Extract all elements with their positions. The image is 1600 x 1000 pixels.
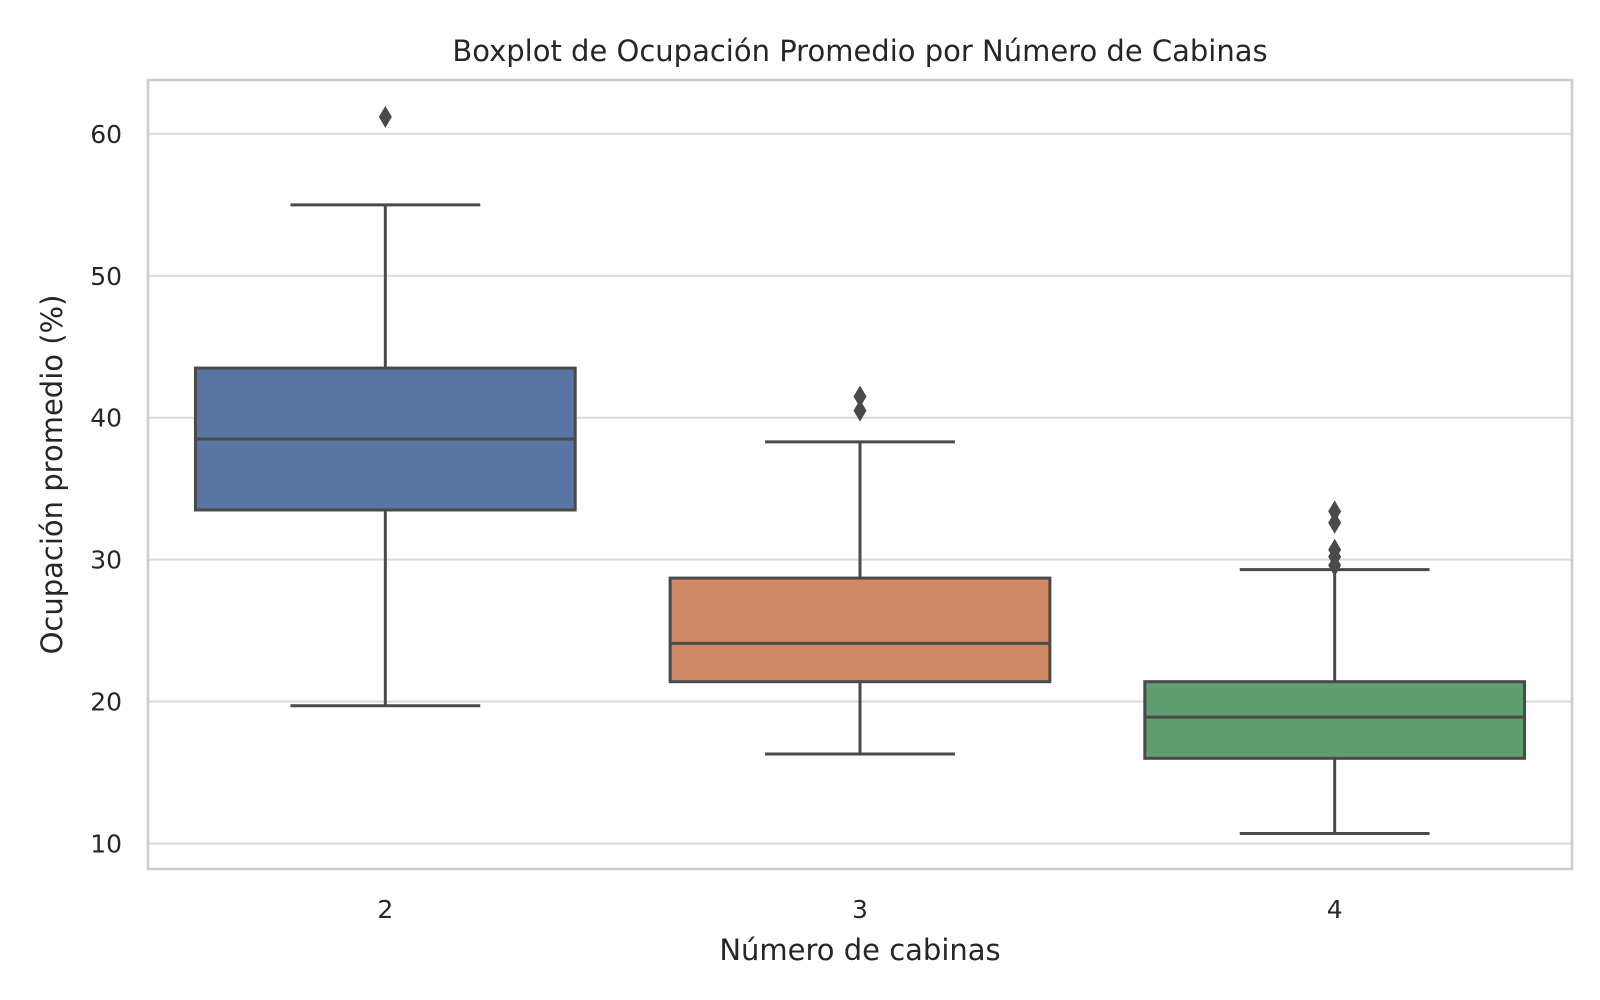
y-tick-label: 10 <box>90 829 122 858</box>
outlier-point <box>1328 538 1342 561</box>
y-tick-label: 50 <box>90 262 122 291</box>
box-group-3 <box>668 385 1052 756</box>
x-tick-label: 4 <box>1327 895 1343 924</box>
outlier-point <box>1328 511 1342 534</box>
box-layer <box>193 105 1527 836</box>
y-tick-labels: 10 20 30 40 50 60 <box>90 120 122 859</box>
outlier-point <box>853 385 867 408</box>
plot-frame <box>146 78 1574 871</box>
x-tick-labels: 2 3 4 <box>377 895 1342 924</box>
outlier-point <box>1328 500 1342 523</box>
box-group-4 <box>1143 500 1527 836</box>
y-tick-label: 30 <box>90 546 122 575</box>
outlier-point <box>853 399 867 422</box>
outlier-point <box>378 105 392 128</box>
x-tick-label: 3 <box>852 895 868 924</box>
x-tick-label: 2 <box>377 895 393 924</box>
iqr-box <box>1143 680 1527 760</box>
x-axis-label: Número de cabinas <box>719 933 1000 967</box>
y-tick-label: 60 <box>90 120 122 149</box>
y-tick-label: 20 <box>90 688 122 717</box>
y-axis-label: Ocupación promedio (%) <box>35 295 69 655</box>
chart-title: Boxplot de Ocupación Promedio por Número… <box>452 34 1267 68</box>
y-tick-label: 40 <box>90 404 122 433</box>
iqr-box <box>668 576 1052 684</box>
box-group-2 <box>193 105 577 708</box>
